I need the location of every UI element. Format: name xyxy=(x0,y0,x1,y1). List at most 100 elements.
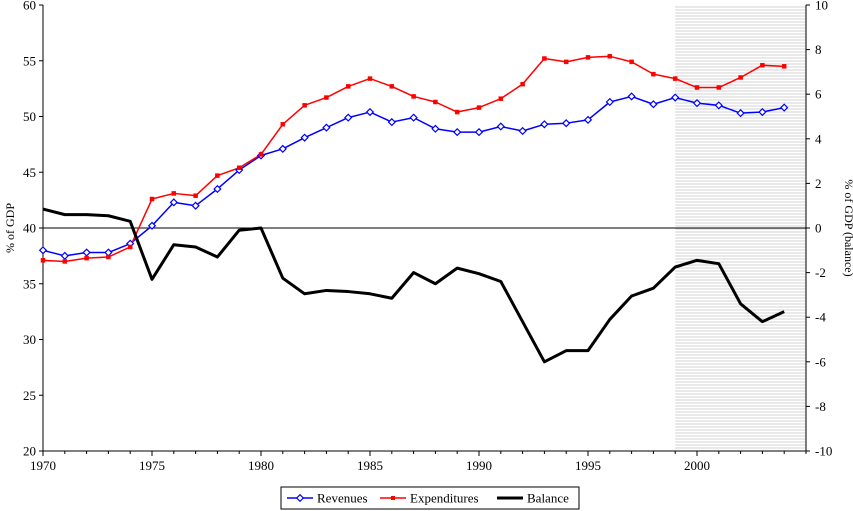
expenditures-point xyxy=(40,258,46,263)
balance-line xyxy=(42,207,785,364)
expenditures-point xyxy=(62,259,68,264)
revenues-point xyxy=(191,201,200,210)
y-right-tick-label: 2 xyxy=(815,176,822,191)
revenues-point xyxy=(714,101,723,110)
revenues-point xyxy=(453,127,462,137)
legend-marker-revenues xyxy=(295,493,305,503)
revenues-point xyxy=(387,117,396,127)
expenditures-point xyxy=(520,81,525,87)
revenues-point xyxy=(780,103,789,112)
series-lines xyxy=(42,55,785,364)
y-axis-left-title: % of GDP xyxy=(3,203,17,253)
expenditures-point xyxy=(563,59,569,65)
expenditures-point xyxy=(433,99,438,105)
expenditures-point xyxy=(280,122,286,127)
expenditures-point xyxy=(389,84,395,89)
revenues-point xyxy=(365,107,375,117)
revenues-point xyxy=(82,248,91,257)
revenues-point xyxy=(169,198,178,207)
expenditures-line xyxy=(42,55,785,263)
y-left-tick-label: 20 xyxy=(23,444,36,459)
expenditures-point xyxy=(367,76,373,81)
revenues-point xyxy=(562,119,571,128)
revenues-point xyxy=(278,144,287,153)
revenues-point xyxy=(300,133,309,142)
y-left-tick-label: 55 xyxy=(23,53,36,68)
expenditures-point xyxy=(781,64,787,69)
expenditures-point xyxy=(215,173,220,178)
expenditures-point xyxy=(411,94,416,99)
revenues-point xyxy=(692,98,702,108)
expenditures-point xyxy=(193,193,198,198)
revenues-point xyxy=(474,127,484,137)
legend-marker-expenditures xyxy=(391,496,395,500)
x-tick-label: 1990 xyxy=(466,458,492,473)
x-tick-label: 1975 xyxy=(139,458,165,473)
expenditures-point xyxy=(651,71,656,77)
expenditures-point xyxy=(106,254,111,260)
y-left-tick-label: 50 xyxy=(23,109,36,124)
expenditures-point xyxy=(542,56,547,61)
y-axis-right-title: % of GDP (balance) xyxy=(842,179,853,276)
expenditures-point xyxy=(127,244,133,250)
y-right-tick-label: 0 xyxy=(815,221,822,236)
legend-label-expenditures: Expenditures xyxy=(410,491,479,506)
x-tick-label: 1970 xyxy=(30,458,56,473)
expenditures-point xyxy=(476,105,482,110)
expenditures-point xyxy=(760,62,765,68)
revenues-point xyxy=(344,113,353,122)
y-right-tick-label: 10 xyxy=(815,0,828,13)
revenues-point xyxy=(147,221,157,230)
y-right-tick-label: -2 xyxy=(815,265,826,280)
expenditures-point xyxy=(258,152,264,157)
expenditures-point xyxy=(629,59,634,65)
expenditures-point xyxy=(345,84,351,89)
expenditures-point xyxy=(607,54,613,59)
tick-labels: 1970 1975 1980 1985 1990 1995 2000202530354045… xyxy=(23,0,832,473)
revenues-point xyxy=(496,122,505,131)
expenditures-point xyxy=(672,76,678,81)
legend: Revenues Expenditures Balance xyxy=(280,486,580,510)
revenues-point xyxy=(518,126,527,136)
revenues-point xyxy=(627,92,636,101)
revenues-point xyxy=(649,100,658,109)
revenues-point xyxy=(409,113,418,122)
revenues-point xyxy=(758,107,767,117)
expenditures-point xyxy=(84,255,89,261)
expenditures-point xyxy=(694,85,700,90)
revenues-point xyxy=(322,123,331,132)
expenditures-point xyxy=(149,196,155,202)
revenues-point xyxy=(60,251,69,261)
x-tick-label: 1995 xyxy=(575,458,601,473)
revenues-point xyxy=(540,120,549,129)
expenditures-point xyxy=(738,75,743,80)
revenues-point xyxy=(736,109,745,118)
expenditures-point xyxy=(324,95,329,100)
y-right-tick-label: 4 xyxy=(815,131,822,146)
y-left-tick-label: 40 xyxy=(23,221,36,236)
revenues-point xyxy=(605,97,614,107)
expenditures-point xyxy=(498,96,504,101)
y-left-tick-label: 45 xyxy=(23,165,36,180)
revenues-point xyxy=(583,115,593,124)
x-tick-label: 1985 xyxy=(357,458,383,473)
y-left-tick-label: 25 xyxy=(23,388,36,403)
revenues-point xyxy=(38,246,48,255)
revenues-point xyxy=(213,184,222,194)
axes xyxy=(39,4,810,456)
legend-label-balance: Balance xyxy=(527,491,569,506)
y-right-tick-label: -4 xyxy=(815,310,826,325)
x-tick-label: 1980 xyxy=(248,458,274,473)
expenditures-point xyxy=(454,109,460,115)
expenditures-point xyxy=(171,191,177,196)
revenues-point xyxy=(431,124,440,133)
expenditures-point xyxy=(236,165,242,171)
expenditures-point xyxy=(302,103,307,108)
y-left-tick-label: 30 xyxy=(23,332,36,347)
y-right-tick-label: -10 xyxy=(815,444,832,459)
series-markers xyxy=(38,54,789,264)
x-tick-label: 2000 xyxy=(684,458,710,473)
revenues-point xyxy=(671,93,680,102)
legend-box xyxy=(280,486,580,510)
